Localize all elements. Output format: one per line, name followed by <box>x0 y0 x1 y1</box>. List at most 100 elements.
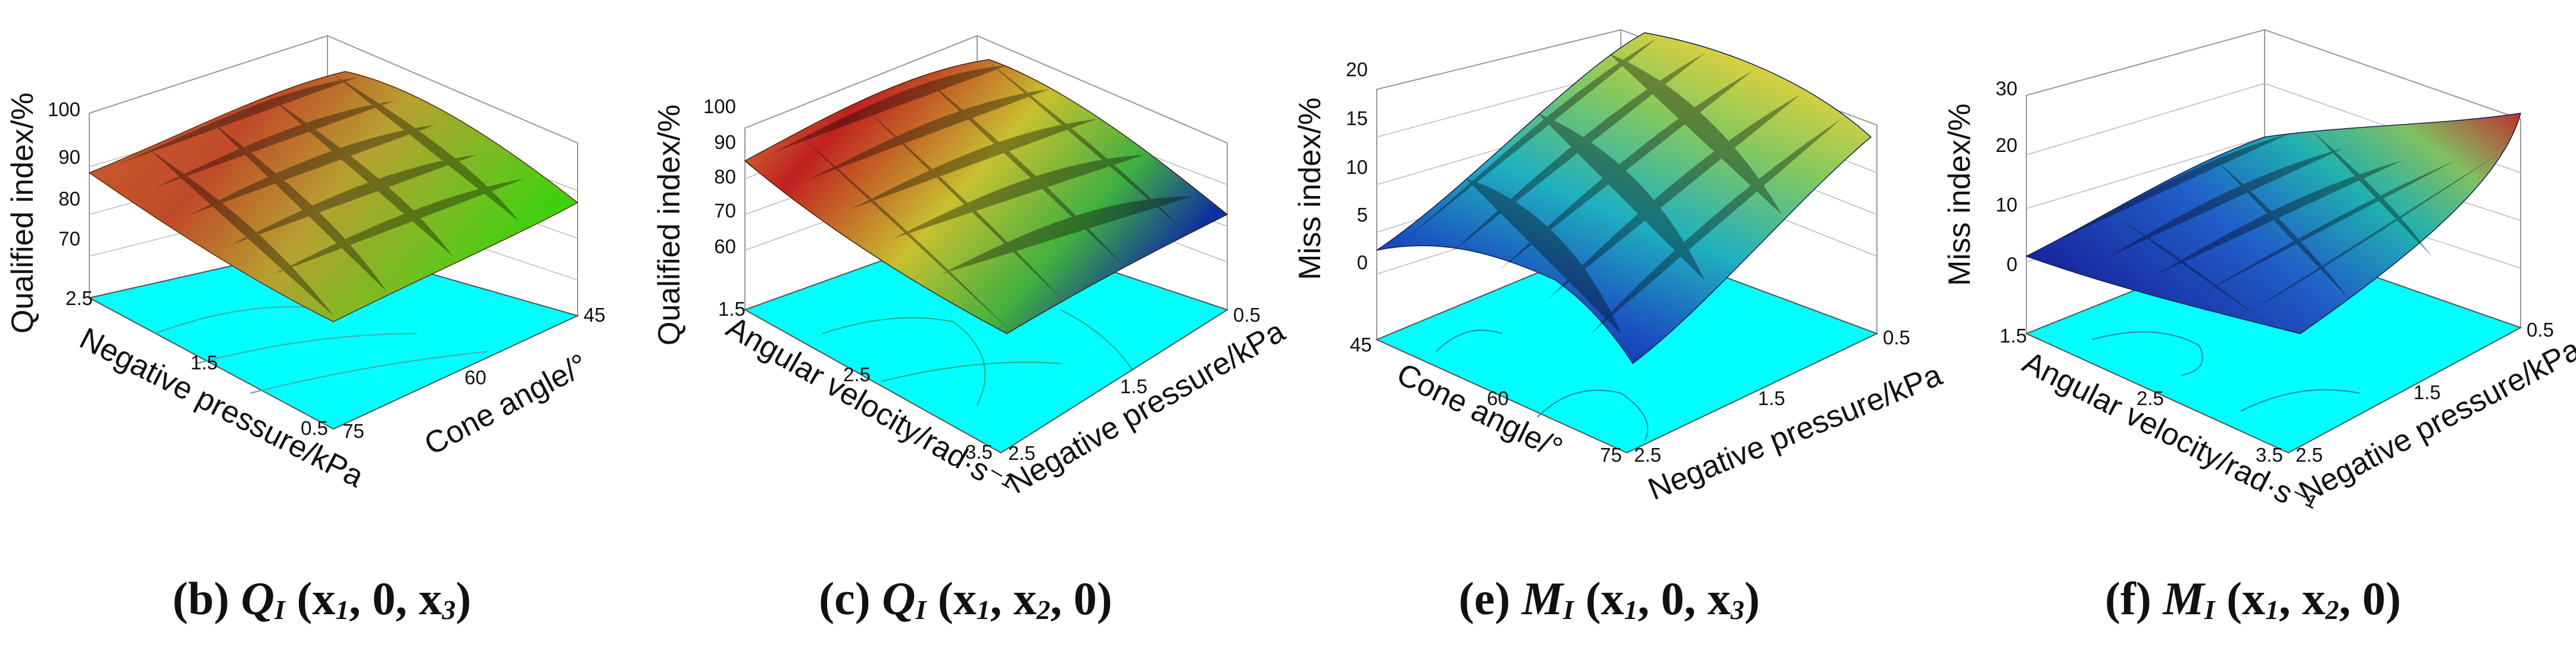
left-tick: 0.5 <box>301 417 328 439</box>
z-ticks: 0 5 10 15 20 <box>1346 58 1368 273</box>
caption-letter: (f) <box>2104 573 2151 624</box>
right-tick: 2.5 <box>2296 444 2323 466</box>
right-axis-ticks: 2.5 1.5 0.5 <box>1634 326 1910 466</box>
right-tick: 1.5 <box>2413 381 2441 403</box>
right-tick: 0.5 <box>2527 319 2554 341</box>
z-tick: 0 <box>2007 253 2017 275</box>
left-axis-ticks: 1.5 2.5 3.5 <box>718 298 993 463</box>
z-tick: 0 <box>1357 251 1368 273</box>
left-axis-ticks: 1.5 2.5 3.5 <box>2000 325 2283 466</box>
z-axis-label: Qualified index/% <box>5 92 40 334</box>
z-tick: 70 <box>714 200 736 222</box>
z-tick: 90 <box>714 131 736 153</box>
z-ticks: 0 10 20 30 <box>1995 77 2017 275</box>
z-tick: 70 <box>58 228 80 250</box>
response-surface <box>2025 113 2522 334</box>
caption-sub: I <box>274 595 285 625</box>
caption-e: (e) MI (x1, 0, x3) <box>1287 572 1931 626</box>
caption-args-a: (x <box>2215 573 2266 624</box>
caption-var: Q <box>241 573 275 624</box>
caption-sub2: 3 <box>442 595 456 625</box>
caption-args-a: (x <box>1573 573 1624 624</box>
panel-e: 0 5 10 15 20 45 60 75 2.5 1.5 0.5 Miss i… <box>1287 0 1947 647</box>
z-tick: 100 <box>48 98 80 120</box>
z-tick: 80 <box>58 188 80 210</box>
left-tick: 75 <box>1600 444 1622 466</box>
left-tick: 3.5 <box>2256 444 2283 466</box>
z-tick: 20 <box>1346 58 1368 80</box>
caption-args-b: , x <box>990 573 1037 624</box>
left-tick: 1.5 <box>2000 325 2027 347</box>
z-axis-label: Miss index/% <box>1293 98 1327 280</box>
caption-sub2: 3 <box>1730 595 1745 625</box>
z-tick: 60 <box>714 235 736 257</box>
chart-c: 60 70 80 90 100 1.5 2.5 3.5 2.5 1.5 0.5 … <box>652 35 1291 502</box>
right-axis-ticks: 2.5 1.5 0.5 <box>2296 319 2554 466</box>
caption-letter: (b) <box>172 573 230 624</box>
caption-args-b: , x <box>2279 573 2326 624</box>
caption-letter: (e) <box>1458 573 1511 624</box>
left-tick: 1.5 <box>718 298 746 320</box>
z-tick: 5 <box>1357 204 1368 226</box>
caption-sub2: 2 <box>2325 595 2340 625</box>
right-tick: 0.5 <box>1233 304 1261 326</box>
panel-f: 0 10 20 30 1.5 2.5 3.5 2.5 1.5 0.5 Miss … <box>1931 0 2576 647</box>
response-surface <box>88 71 579 322</box>
caption-args-c: , 0) <box>1050 573 1112 624</box>
right-tick: 0.5 <box>1883 326 1910 349</box>
chart-f: 0 10 20 30 1.5 2.5 3.5 2.5 1.5 0.5 Miss … <box>1942 29 2576 523</box>
caption-args-c: ) <box>1744 573 1760 624</box>
left-tick: 45 <box>1350 334 1372 356</box>
caption-sub1: 1 <box>976 595 990 625</box>
z-tick: 100 <box>703 95 736 117</box>
caption-b: (b) QI (x1, 0, x3) <box>0 572 644 626</box>
right-tick: 75 <box>342 420 364 442</box>
caption-sub: I <box>2204 595 2215 625</box>
z-axis-label: Qualified index/% <box>652 104 687 346</box>
chart-b: 70 80 90 100 2.5 1.5 0.5 75 60 45 Qualif… <box>5 35 606 494</box>
right-tick: 2.5 <box>1634 444 1661 466</box>
left-tick: 3.5 <box>965 441 993 463</box>
caption-var: M <box>2163 573 2204 624</box>
panel-c: 60 70 80 90 100 1.5 2.5 3.5 2.5 1.5 0.5 … <box>644 0 1291 647</box>
right-tick: 60 <box>464 366 486 388</box>
caption-sub: I <box>915 595 927 625</box>
z-tick: 20 <box>1995 134 2017 156</box>
caption-args-c: ) <box>456 573 472 624</box>
z-tick: 30 <box>1995 77 2017 99</box>
caption-sub1: 1 <box>335 595 350 625</box>
caption-sub2: 2 <box>1036 595 1050 625</box>
z-ticks: 60 70 80 90 100 <box>703 95 736 257</box>
caption-sub: I <box>1563 595 1574 625</box>
right-tick: 1.5 <box>1120 375 1147 397</box>
caption-var: Q <box>882 573 916 624</box>
left-axis-ticks: 45 60 75 <box>1350 334 1622 466</box>
z-tick: 10 <box>1995 194 2017 216</box>
left-axis-ticks: 2.5 1.5 0.5 <box>66 287 328 439</box>
caption-f: (f) MI (x1, x2, 0) <box>1931 572 2575 626</box>
caption-args-a: (x <box>926 573 977 624</box>
z-tick: 80 <box>714 166 736 188</box>
left-tick: 60 <box>1487 387 1509 409</box>
caption-var: M <box>1521 573 1564 624</box>
left-tick: 2.5 <box>2137 387 2164 409</box>
right-tick: 2.5 <box>1008 442 1036 464</box>
z-axis-label: Miss index/% <box>1942 104 1977 286</box>
caption-args-b: , 0, x <box>349 573 442 624</box>
caption-letter: (c) <box>819 573 871 624</box>
response-surface <box>744 59 1228 334</box>
caption-args-c: , 0) <box>2339 573 2402 624</box>
right-axis-ticks: 75 60 45 <box>342 304 606 442</box>
right-axis-ticks: 2.5 1.5 0.5 <box>1008 304 1261 464</box>
right-tick: 1.5 <box>1758 387 1785 409</box>
caption-sub1: 1 <box>2265 595 2279 625</box>
caption-args-b: , 0, x <box>1638 573 1731 624</box>
z-tick: 15 <box>1346 107 1368 129</box>
z-ticks: 70 80 90 100 <box>48 98 80 250</box>
z-tick: 90 <box>58 146 80 168</box>
caption-args-a: (x <box>285 573 336 624</box>
left-tick: 1.5 <box>191 352 218 374</box>
caption-sub1: 1 <box>1624 595 1638 625</box>
z-tick: 10 <box>1346 156 1368 178</box>
